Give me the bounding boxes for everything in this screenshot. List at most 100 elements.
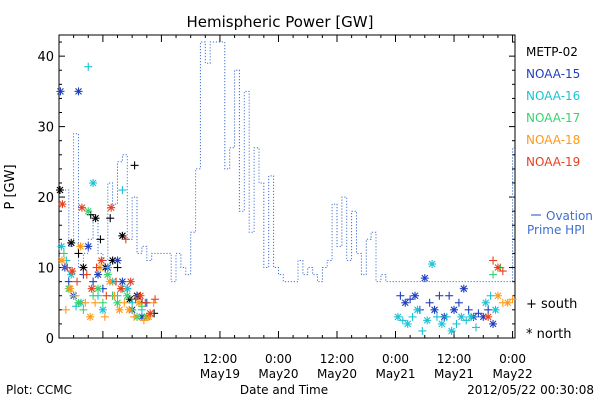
y-tick-label: 30 (37, 121, 54, 136)
legend-item: NOAA-18 (526, 133, 580, 147)
y-tick-label: 20 (37, 191, 54, 206)
data-point-south (64, 277, 73, 286)
data-point-north (479, 312, 488, 321)
data-point-south (489, 270, 498, 279)
data-point-north (116, 284, 125, 293)
data-point-north (489, 319, 498, 328)
data-point-south (106, 214, 115, 223)
data-point-north (420, 274, 429, 283)
data-point-north (58, 200, 67, 209)
y-axis-label: P [GW] (3, 164, 18, 209)
x-tick-date-label: May20 (258, 367, 298, 381)
data-point-north (401, 298, 410, 307)
data-point-south (110, 291, 119, 300)
data-point-south (98, 298, 107, 307)
x-axis-label: Date and Time (240, 383, 328, 397)
data-point-north (57, 242, 66, 251)
legend-item: NOAA-17 (526, 111, 580, 125)
data-point-north (66, 284, 75, 293)
data-point-north (79, 263, 88, 272)
data-point-north (87, 284, 96, 293)
x-tick-date-label: May22 (493, 367, 533, 381)
data-point-north (493, 263, 502, 272)
data-point-north (447, 326, 456, 335)
data-point-north (76, 242, 85, 251)
data-point-south (418, 326, 427, 335)
y-axis-ticks: 0 10 20 30 40 (37, 41, 515, 347)
data-point-north (134, 298, 143, 307)
data-point-south (61, 305, 70, 314)
data-point-north (437, 319, 446, 328)
data-point-south (489, 256, 498, 265)
marker-legend-item: * north (526, 327, 572, 342)
data-point-south (103, 263, 112, 272)
data-point-north (146, 309, 155, 318)
data-point-north (413, 305, 422, 314)
data-point-north (86, 312, 95, 321)
data-point-north (74, 87, 83, 96)
data-point-north (393, 312, 402, 321)
ovation-prime-line (59, 41, 515, 283)
data-point-south (452, 319, 461, 328)
data-point-north (450, 305, 459, 314)
data-point-south (130, 161, 139, 170)
data-point-south (498, 267, 507, 276)
data-point-north (491, 305, 500, 314)
x-axis-ticks: 12:00May190:00May2012:00May200:00May2112… (73, 35, 533, 381)
data-point-north (457, 312, 466, 321)
x-tick-time-label: 0:00 (382, 352, 409, 366)
data-point-south (471, 323, 480, 332)
data-point-south (121, 235, 130, 244)
data-point-south (432, 312, 441, 321)
data-point-north (77, 203, 86, 212)
data-point-north (115, 305, 124, 314)
data-point-south (63, 263, 72, 272)
legend-item: METP-02 (526, 45, 578, 59)
data-point-south (71, 291, 80, 300)
data-point-south (84, 62, 93, 71)
plot-frame (58, 34, 516, 339)
data-point-south (102, 291, 111, 300)
data-point-south (396, 291, 405, 300)
chart-title: Hemispheric Power [GW] (187, 13, 374, 31)
plot-timestamp: 2012/05/22 00:30:08 (467, 383, 594, 397)
data-point-south (484, 305, 493, 314)
data-point-south (96, 235, 105, 244)
data-point-south (398, 316, 407, 325)
data-point-south (445, 291, 454, 300)
data-point-south (508, 295, 517, 304)
data-point-north (411, 291, 420, 300)
data-point-north (97, 256, 106, 265)
data-point-north (113, 298, 122, 307)
data-point-north (89, 178, 98, 187)
data-point-north (56, 87, 65, 96)
marker-legend-item: + south (526, 297, 577, 312)
data-point-north (423, 316, 432, 325)
data-point-south (112, 277, 121, 286)
data-point-north (113, 256, 122, 265)
data-point-north (68, 267, 77, 276)
data-point-north (123, 284, 132, 293)
data-point-north (403, 319, 412, 328)
data-point-south (89, 291, 98, 300)
data-point-north (67, 238, 76, 247)
data-point-south (139, 316, 148, 325)
data-point-north (103, 270, 112, 279)
data-point-south (141, 298, 150, 307)
data-point-north (459, 284, 468, 293)
data-point-north (57, 256, 66, 265)
y-tick-label: 0 (46, 332, 54, 347)
x-tick-date-label: May20 (317, 367, 357, 381)
data-point-south (92, 263, 101, 272)
ovation-legend-label-line2: Prime HPI (527, 223, 585, 237)
data-point-north (84, 207, 93, 216)
data-point-south (73, 277, 82, 286)
data-point-north (84, 242, 93, 251)
data-point-north (105, 277, 114, 286)
x-tick-date-label: May21 (434, 367, 474, 381)
data-point-north (136, 291, 145, 300)
x-tick-time-label: 12:00 (203, 352, 238, 366)
data-point-south (149, 298, 158, 307)
data-point-south (74, 249, 83, 258)
